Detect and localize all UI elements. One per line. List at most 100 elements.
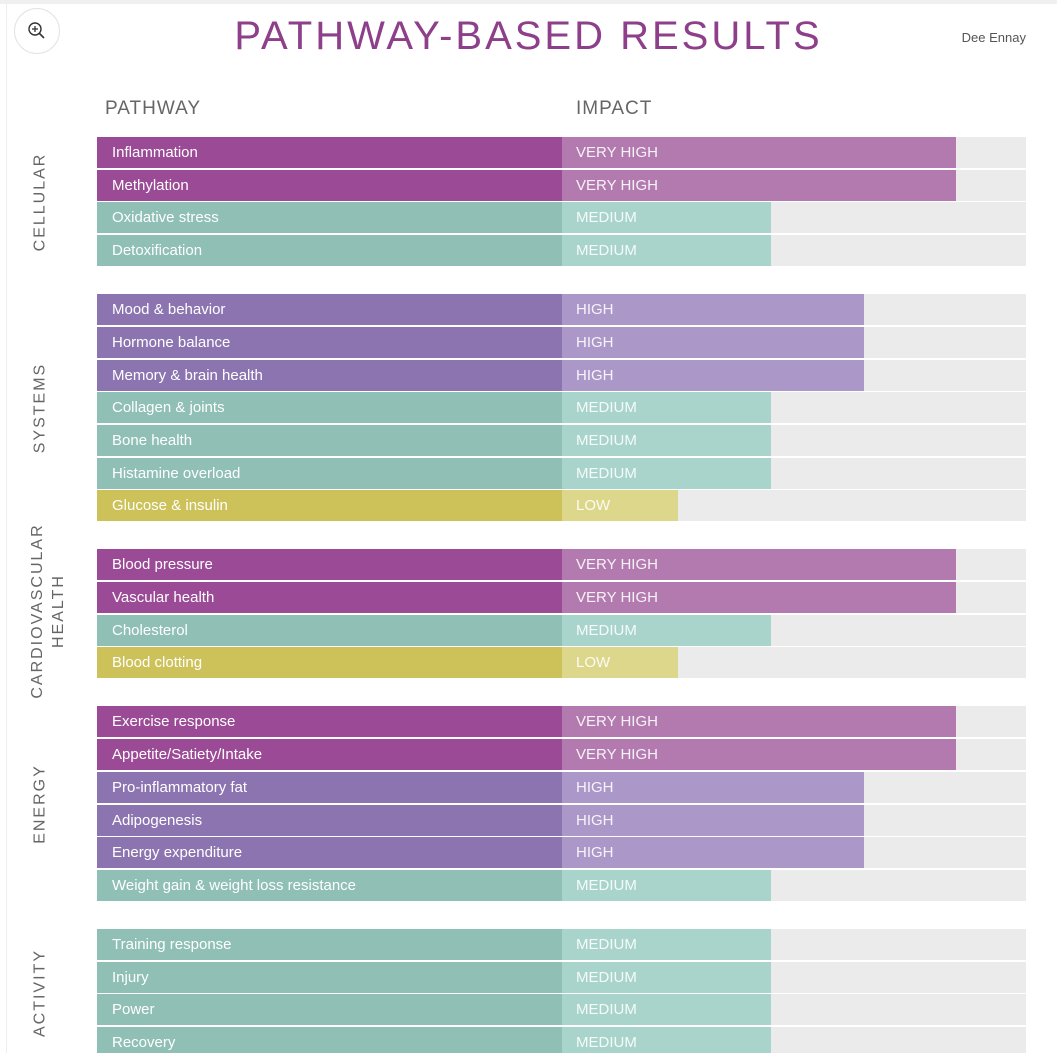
table-row: Oxidative stress MEDIUM bbox=[97, 202, 1026, 234]
table-row: Exercise response VERY HIGH bbox=[97, 706, 1026, 738]
table-row: Bone health MEDIUM bbox=[97, 424, 1026, 456]
pathway-name: Hormone balance bbox=[97, 326, 562, 358]
impact-bar bbox=[562, 647, 678, 679]
category-label: SYSTEMS bbox=[31, 362, 49, 453]
pathway-name: Adipogenesis bbox=[97, 804, 562, 836]
table-row: Detoxification MEDIUM bbox=[97, 235, 1026, 267]
pathway-name: Oxidative stress bbox=[97, 202, 562, 234]
impact-bar bbox=[562, 137, 957, 168]
category-label: ACTIVITY bbox=[31, 949, 49, 1038]
table-row: Adipogenesis HIGH bbox=[97, 804, 1026, 836]
impact-bar bbox=[562, 837, 864, 869]
impact-bar bbox=[562, 359, 864, 391]
impact-level: MEDIUM bbox=[576, 621, 637, 639]
pathway-name: Methylation bbox=[97, 169, 562, 201]
top-border bbox=[0, 0, 1057, 4]
table-row: Blood clotting LOW bbox=[97, 647, 1026, 679]
impact-bar bbox=[562, 235, 771, 267]
table-row: Pro-inflammatory fat HIGH bbox=[97, 771, 1026, 803]
table-row: Inflammation VERY HIGH bbox=[97, 137, 1026, 168]
impact-level: MEDIUM bbox=[576, 464, 637, 482]
impact-level: VERY HIGH bbox=[576, 176, 658, 194]
pathway-header: PATHWAY bbox=[105, 98, 202, 119]
category-label: CELLULAR bbox=[31, 152, 49, 251]
pathway-name: Energy expenditure bbox=[97, 837, 562, 869]
category-label: ENERGY bbox=[31, 763, 49, 844]
impact-bar bbox=[562, 549, 957, 581]
table-row: Hormone balance HIGH bbox=[97, 326, 1026, 358]
impact-level: MEDIUM bbox=[576, 968, 637, 986]
impact-header: IMPACT bbox=[576, 98, 653, 119]
impact-bar bbox=[562, 804, 864, 836]
impact-level: VERY HIGH bbox=[576, 144, 658, 161]
table-row: Memory & brain health HIGH bbox=[97, 359, 1026, 391]
zoom-in-icon bbox=[28, 22, 45, 39]
impact-level: MEDIUM bbox=[576, 1034, 637, 1051]
table-row: Methylation VERY HIGH bbox=[97, 169, 1026, 201]
impact-level: VERY HIGH bbox=[576, 556, 658, 574]
table-row: Weight gain & weight loss resistance MEDI… bbox=[97, 869, 1026, 901]
impact-bar bbox=[562, 1027, 771, 1053]
impact-bar bbox=[562, 424, 771, 456]
impact-bar bbox=[562, 961, 771, 993]
pathway-name: Glucose & insulin bbox=[97, 490, 562, 522]
impact-level: LOW bbox=[576, 497, 611, 515]
impact-bar bbox=[562, 582, 957, 613]
table-row: Blood pressure VERY HIGH bbox=[97, 549, 1026, 581]
table-row: Recovery MEDIUM bbox=[97, 1027, 1026, 1053]
impact-level: MEDIUM bbox=[576, 399, 637, 417]
pathway-name: Pro-inflammatory fat bbox=[97, 771, 562, 803]
impact-level: MEDIUM bbox=[576, 876, 637, 894]
pathway-name: Inflammation bbox=[97, 137, 562, 168]
left-border bbox=[6, 0, 7, 1053]
impact-bar bbox=[562, 294, 864, 326]
impact-level: VERY HIGH bbox=[576, 589, 658, 606]
pathway-name: Training response bbox=[97, 928, 562, 960]
impact-level: VERY HIGH bbox=[576, 746, 658, 764]
pathway-name: Weight gain & weight loss resistance bbox=[97, 869, 562, 901]
impact-level: LOW bbox=[576, 654, 611, 672]
pathway-name: Blood pressure bbox=[97, 549, 562, 581]
impact-bar bbox=[562, 706, 957, 738]
pathway-name: Appetite/Satiety/Intake bbox=[97, 739, 562, 771]
pathway-name: Power bbox=[97, 994, 562, 1026]
pathway-name: Injury bbox=[97, 961, 562, 993]
impact-bar bbox=[562, 771, 864, 803]
table-row: Histamine overload MEDIUM bbox=[97, 457, 1026, 489]
pathway-name: Detoxification bbox=[97, 235, 562, 267]
impact-bar bbox=[562, 457, 771, 489]
table-row: Vascular health VERY HIGH bbox=[97, 582, 1026, 613]
impact-bar bbox=[562, 392, 771, 424]
zoom-in-button[interactable] bbox=[14, 8, 60, 54]
pathway-name: Bone health bbox=[97, 424, 562, 456]
table-row: Mood & behavior HIGH bbox=[97, 294, 1026, 326]
pathway-name: Memory & brain health bbox=[97, 359, 562, 391]
table-row: Collagen & joints MEDIUM bbox=[97, 392, 1026, 424]
impact-level: MEDIUM bbox=[576, 242, 637, 260]
impact-bar bbox=[562, 614, 771, 646]
table-row: Power MEDIUM bbox=[97, 994, 1026, 1026]
table-row: Glucose & insulin LOW bbox=[97, 490, 1026, 522]
impact-level: HIGH bbox=[576, 366, 614, 384]
impact-level: MEDIUM bbox=[576, 1001, 637, 1019]
category-label: CARDIOVASCULAR HEALTH bbox=[29, 523, 67, 699]
table-row: Cholesterol MEDIUM bbox=[97, 614, 1026, 646]
impact-bar bbox=[562, 928, 771, 960]
impact-bar bbox=[562, 739, 957, 771]
impact-level: HIGH bbox=[576, 301, 614, 319]
impact-level: MEDIUM bbox=[576, 209, 637, 227]
pathway-name: Recovery bbox=[97, 1027, 562, 1053]
impact-level: HIGH bbox=[576, 811, 614, 829]
pathway-name: Exercise response bbox=[97, 706, 562, 738]
impact-level: HIGH bbox=[576, 778, 614, 796]
table-row: Training response MEDIUM bbox=[97, 928, 1026, 960]
pathway-name: Collagen & joints bbox=[97, 392, 562, 424]
impact-bar bbox=[562, 490, 678, 522]
table-row: Injury MEDIUM bbox=[97, 961, 1026, 993]
impact-level: MEDIUM bbox=[576, 935, 637, 953]
pathway-name: Histamine overload bbox=[97, 457, 562, 489]
pathway-name: Vascular health bbox=[97, 582, 562, 613]
impact-level: MEDIUM bbox=[576, 431, 637, 449]
page-title: PATHWAY-BASED RESULTS bbox=[234, 14, 823, 58]
